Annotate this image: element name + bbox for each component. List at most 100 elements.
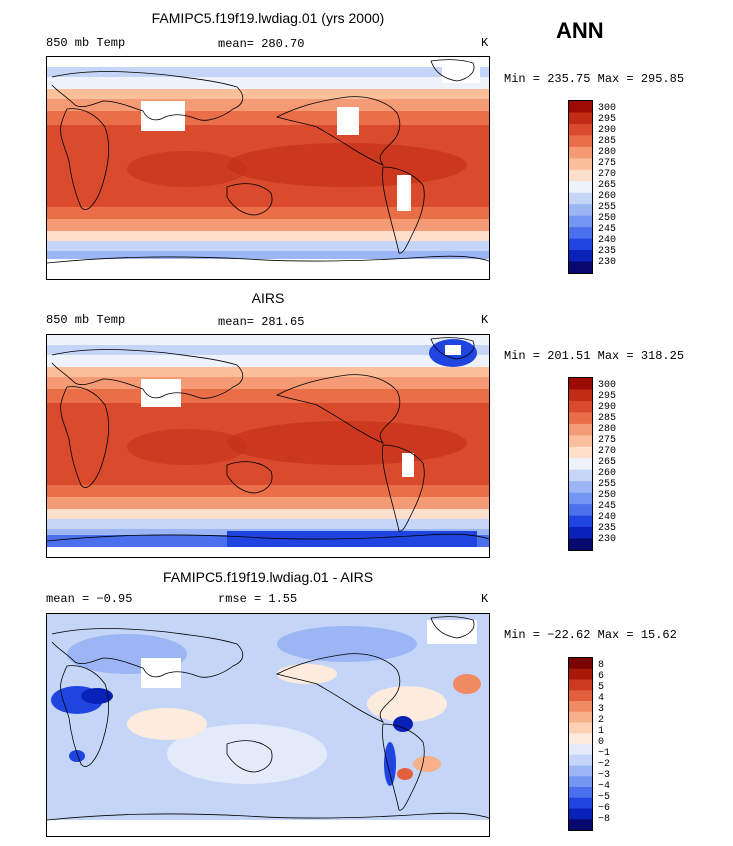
colorbar-block [569, 215, 592, 228]
colorbar-block [569, 123, 592, 136]
panel-1-units: K [481, 36, 489, 50]
panel-3-tick: 0 [598, 737, 605, 748]
panel-1-minmax: Min = 235.75 Max = 295.85 [504, 72, 685, 86]
panel-2-tick: 230 [598, 534, 617, 545]
colorbar-block [569, 797, 592, 809]
panel-1-tick: 240 [598, 235, 617, 246]
colorbar-block [569, 765, 592, 777]
panel-2-tick: 280 [598, 424, 617, 435]
panel-3-tick: 4 [598, 693, 605, 704]
panel-1-tick: 270 [598, 169, 617, 180]
panel-2-tick: 245 [598, 501, 617, 512]
panel-2-colorbar-svg [569, 378, 592, 551]
colorbar-block [569, 135, 592, 148]
panel-2-tick: 290 [598, 402, 617, 413]
panel-3-tick: −5 [598, 792, 611, 803]
panel-3-colorbar-svg [569, 658, 592, 831]
panel-2-tick: 295 [598, 391, 617, 402]
panel-2-tick: 255 [598, 479, 617, 490]
panel-3-colorbar-blocks [569, 658, 592, 831]
colorbar-block [569, 204, 592, 217]
colorbar-block [569, 787, 592, 799]
panel-1-variable-label: 850 mb Temp [46, 36, 126, 50]
colorbar-block [569, 423, 592, 436]
colorbar-block [569, 250, 592, 263]
panel-3-tick: −2 [598, 759, 611, 770]
colorbar-block [569, 412, 592, 425]
panel-1-map [46, 56, 490, 280]
colorbar-block [569, 504, 592, 517]
panel-3-colorbar [568, 657, 593, 831]
panel-2-map-svg [47, 335, 489, 557]
colorbar-block [569, 227, 592, 240]
panel-1-colorbar-ticks: 300 295 290 285 280 275 270 265 260 255 … [598, 100, 638, 272]
panel-3-units: K [481, 592, 489, 606]
colorbar-block [569, 733, 592, 745]
colorbar-block [569, 754, 592, 766]
colorbar-block [569, 458, 592, 471]
panel-2-tick: 240 [598, 512, 617, 523]
panel-2-tick: 275 [598, 435, 617, 446]
panel-1-colorbar-blocks [569, 101, 592, 274]
panel-3-tick: −8 [598, 814, 611, 825]
panel-3-tick: 2 [598, 715, 605, 726]
colorbar-block [569, 101, 592, 113]
panel-2-minmax: Min = 201.51 Max = 318.25 [504, 349, 685, 363]
colorbar-block [569, 261, 592, 274]
panel-2-tick: 300 [598, 380, 617, 391]
panel-1-tick: 250 [598, 213, 617, 224]
panel-2-tick: 270 [598, 446, 617, 457]
colorbar-block [569, 378, 592, 390]
panel-1-tick: 260 [598, 191, 617, 202]
colorbar-block [569, 515, 592, 528]
panel-2-map [46, 334, 490, 558]
panel-1-title: FAMIPC5.f19f19.lwdiag.01 (yrs 2000) [151, 10, 385, 26]
panel-1-tick: 285 [598, 136, 617, 147]
panel-3-rmse-label: rmse = 1.55 [218, 592, 298, 606]
panel-2-tick: 235 [598, 523, 617, 534]
colorbar-block [569, 192, 592, 205]
panel-2-colorbar [568, 377, 593, 551]
panel-1-colorbar-svg [569, 101, 592, 274]
panel-2-colorbar-blocks [569, 378, 592, 551]
panel-3-tick: −3 [598, 770, 611, 781]
colorbar-block [569, 169, 592, 182]
panel-2-tick: 250 [598, 490, 617, 501]
colorbar-block [569, 492, 592, 505]
panel-2-tick: 260 [598, 468, 617, 479]
panel-1-tick: 230 [598, 257, 617, 268]
panel-3-tick: 1 [598, 726, 605, 737]
colorbar-block [569, 238, 592, 251]
colorbar-block [569, 469, 592, 482]
panel-1-tick: 300 [598, 103, 617, 114]
panel-2-tick: 285 [598, 413, 617, 424]
colorbar-block [569, 158, 592, 171]
panel-3-tick: 3 [598, 704, 605, 715]
colorbar-block [569, 679, 592, 691]
panel-1-tick: 245 [598, 224, 617, 235]
panel-2-mean-label: mean= 281.65 [218, 315, 305, 329]
panel-1-tick: 255 [598, 202, 617, 213]
colorbar-block [569, 808, 592, 820]
panel-3-tick: 5 [598, 682, 605, 693]
colorbar-block [569, 146, 592, 159]
panel-3-colorbar-ticks: 8 6 5 4 3 2 1 0 −1 −2 −3 −4 −5 −6 −8 [598, 657, 638, 829]
colorbar-block [569, 722, 592, 734]
panel-1-tick: 280 [598, 147, 617, 158]
colorbar-block [569, 435, 592, 448]
panel-3-tick: 6 [598, 671, 605, 682]
colorbar-block [569, 711, 592, 723]
colorbar-block [569, 527, 592, 540]
panel-1-colorbar [568, 100, 593, 274]
panel-2-units: K [481, 313, 489, 327]
colorbar-block [569, 446, 592, 459]
colorbar-block [569, 776, 592, 788]
panel-3-tick: 8 [598, 660, 605, 671]
colorbar-block [569, 690, 592, 702]
panel-3-title: FAMIPC5.f19f19.lwdiag.01 - AIRS [162, 569, 374, 585]
colorbar-block [569, 658, 592, 670]
panel-3-minmax: Min = −22.62 Max = 15.62 [504, 628, 677, 642]
colorbar-block [569, 744, 592, 756]
panel-1-tick: 265 [598, 180, 617, 191]
panel-3-tick: −1 [598, 748, 611, 759]
